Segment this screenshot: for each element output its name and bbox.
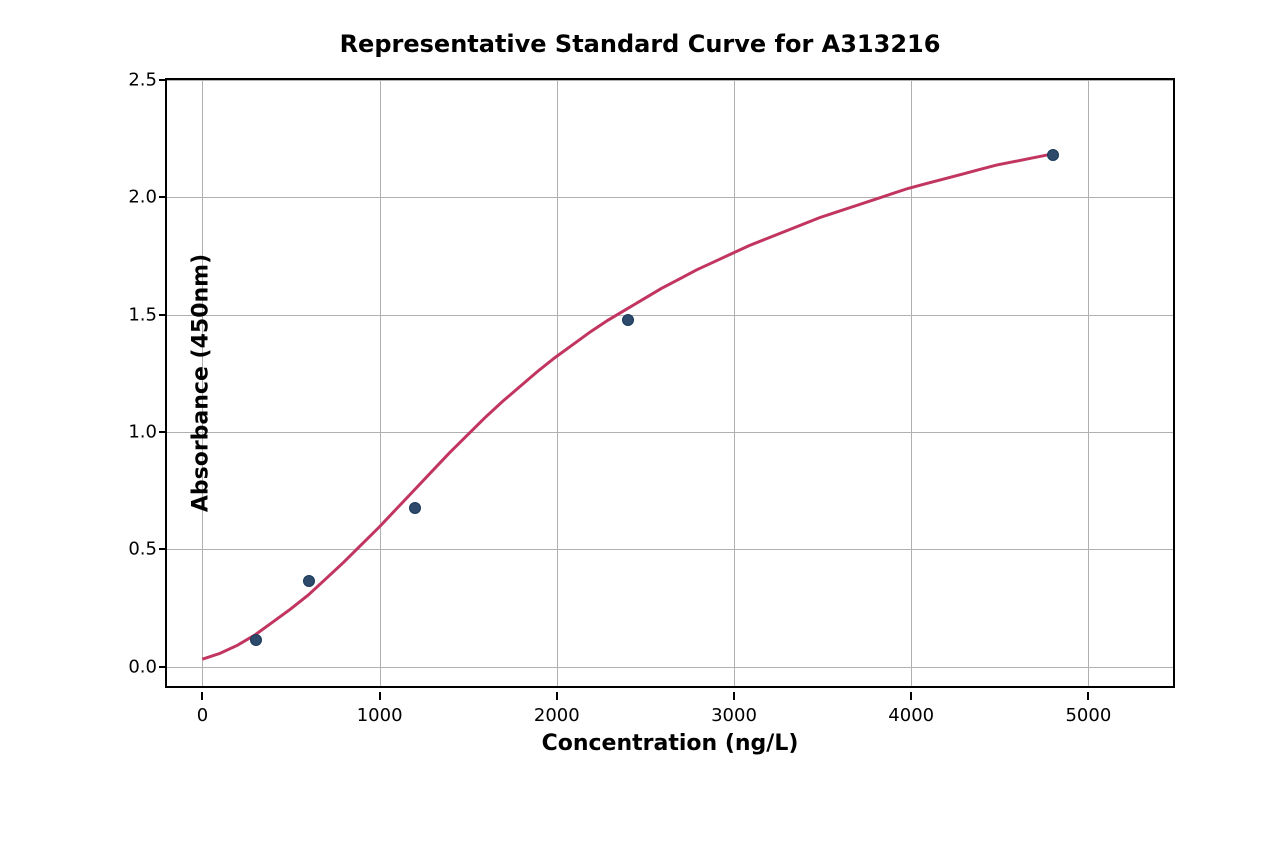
- y-tick: [159, 431, 167, 433]
- chart-title: Representative Standard Curve for A31321…: [50, 30, 1230, 58]
- plot-area: 0100020003000400050000.00.51.01.52.02.5 …: [165, 78, 1175, 688]
- grid-line-horizontal: [167, 667, 1173, 668]
- data-point: [1047, 149, 1059, 161]
- data-point: [622, 314, 634, 326]
- y-tick: [159, 196, 167, 198]
- grid-line-vertical: [734, 80, 735, 686]
- x-tick-label: 0: [197, 705, 208, 726]
- x-tick: [1087, 692, 1089, 700]
- y-tick: [159, 548, 167, 550]
- data-point: [409, 502, 421, 514]
- y-tick-label: 0.5: [107, 539, 157, 560]
- grid-line-vertical: [911, 80, 912, 686]
- x-axis-label: Concentration (ng/L): [542, 731, 799, 756]
- y-axis-label: Absorbance (450nm): [189, 254, 214, 512]
- y-tick: [159, 314, 167, 316]
- x-tick: [910, 692, 912, 700]
- x-tick-label: 2000: [534, 705, 580, 726]
- x-tick: [556, 692, 558, 700]
- data-point: [303, 575, 315, 587]
- x-tick-label: 1000: [357, 705, 403, 726]
- data-point: [250, 634, 262, 646]
- grid-line-vertical: [380, 80, 381, 686]
- x-tick-label: 5000: [1065, 705, 1111, 726]
- chart-container: Representative Standard Curve for A31321…: [50, 30, 1230, 815]
- grid-line-horizontal: [167, 432, 1173, 433]
- x-tick: [733, 692, 735, 700]
- grid-line-horizontal: [167, 197, 1173, 198]
- x-tick: [379, 692, 381, 700]
- grid-line-horizontal: [167, 549, 1173, 550]
- y-tick: [159, 79, 167, 81]
- x-tick-label: 4000: [888, 705, 934, 726]
- fit-curve: [202, 155, 1049, 660]
- curve-line: [167, 80, 1173, 686]
- grid-line-horizontal: [167, 315, 1173, 316]
- x-tick-label: 3000: [711, 705, 757, 726]
- grid-line-horizontal: [167, 80, 1173, 81]
- y-tick-label: 1.0: [107, 421, 157, 442]
- grid-line-vertical: [557, 80, 558, 686]
- y-tick-label: 0.0: [107, 656, 157, 677]
- x-tick: [201, 692, 203, 700]
- grid-line-vertical: [1088, 80, 1089, 686]
- y-tick-label: 2.0: [107, 187, 157, 208]
- y-tick-label: 1.5: [107, 304, 157, 325]
- y-tick: [159, 666, 167, 668]
- y-tick-label: 2.5: [107, 70, 157, 91]
